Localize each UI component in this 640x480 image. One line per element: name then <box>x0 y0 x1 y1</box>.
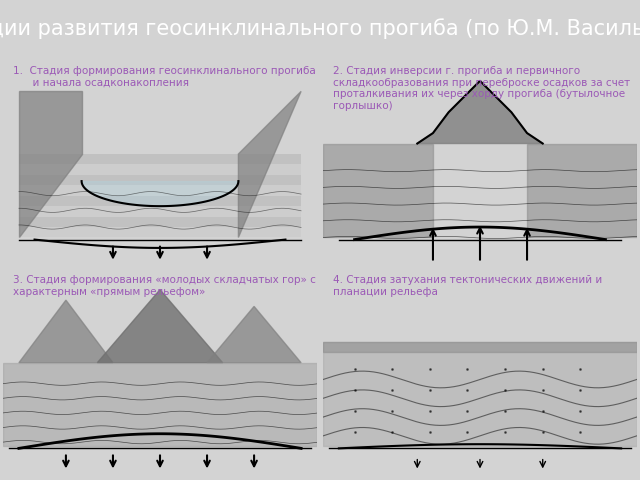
Polygon shape <box>19 300 113 363</box>
Bar <box>19 196 301 206</box>
Polygon shape <box>323 144 433 238</box>
Text: 3. Стадия формирования «молодых складчатых гор» с
характерным «прямым рельефом»: 3. Стадия формирования «молодых складчат… <box>13 275 316 297</box>
Bar <box>19 154 301 164</box>
Bar <box>19 175 301 185</box>
Polygon shape <box>417 81 543 144</box>
Bar <box>19 185 301 196</box>
Polygon shape <box>527 144 637 238</box>
Bar <box>19 227 301 238</box>
Polygon shape <box>19 91 82 238</box>
Polygon shape <box>323 342 637 446</box>
Bar <box>19 206 301 216</box>
Text: 2. Стадия инверсии г. прогиба и первичного
складкообразования при переброске оса: 2. Стадия инверсии г. прогиба и первично… <box>333 66 630 111</box>
Polygon shape <box>239 91 301 238</box>
Text: 1.  Стадия формирования геосинклинального прогиба
      и начала осадконакоплени: 1. Стадия формирования геосинклинального… <box>13 66 316 88</box>
Polygon shape <box>207 306 301 363</box>
Bar <box>19 164 301 175</box>
Bar <box>19 216 301 227</box>
Polygon shape <box>97 290 223 363</box>
Polygon shape <box>323 342 637 352</box>
Text: Стадии развития геосинклинального прогиба (по Ю.М. Васильеву): Стадии развития геосинклинального прогиб… <box>0 18 640 39</box>
Polygon shape <box>3 363 317 446</box>
Text: 4. Стадия затухания тектонических движений и
планации рельефа: 4. Стадия затухания тектонических движен… <box>333 275 602 297</box>
